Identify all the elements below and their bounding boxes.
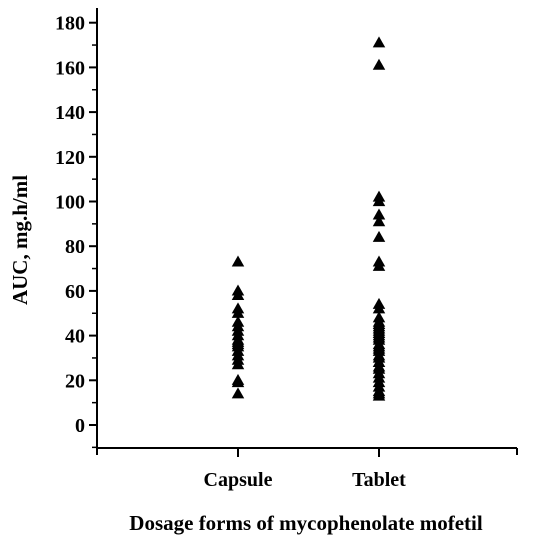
data-point-tablet [372, 215, 386, 227]
y-tick-label: 20 [65, 370, 85, 392]
y-tick-label: 140 [55, 102, 85, 124]
y-axis: 0 20 40 60 80 100 120 140 160 180 [55, 8, 98, 449]
x-axis: Capsule Tablet [96, 447, 518, 491]
data-point-capsule [231, 255, 245, 267]
y-ticks: 0 20 40 60 80 100 120 140 160 180 [55, 13, 97, 449]
y-tick-label: 40 [65, 326, 85, 348]
data-point-capsule [231, 306, 245, 318]
data-point-capsule [231, 288, 245, 300]
data-point-capsule [231, 358, 245, 370]
data-point-tablet [372, 195, 386, 207]
y-tick-label: 180 [55, 13, 85, 35]
data-point-tablet [372, 389, 386, 401]
y-tick-label: 80 [65, 236, 85, 258]
y-tick-label: 160 [55, 57, 85, 79]
data-points [231, 36, 386, 401]
data-point-capsule [231, 387, 245, 399]
y-tick-label: 60 [65, 281, 85, 303]
data-point-tablet [372, 36, 386, 48]
y-tick-label: 0 [75, 415, 85, 437]
data-point-tablet [372, 230, 386, 242]
x-tick-label: Capsule [204, 469, 273, 491]
y-tick-label: 120 [55, 147, 85, 169]
x-tick-label: Tablet [352, 469, 406, 491]
x-axis-title: Dosage forms of mycophenolate mofetil [129, 511, 483, 535]
x-ticks: Capsule Tablet [96, 448, 518, 491]
y-axis-title: AUC, mg.h/ml [8, 175, 32, 305]
data-point-tablet [372, 58, 386, 70]
y-tick-label: 100 [55, 192, 85, 214]
data-point-tablet [372, 259, 386, 271]
data-point-capsule [231, 376, 245, 388]
data-point-tablet [372, 302, 386, 314]
data-point-tablet [372, 208, 386, 220]
